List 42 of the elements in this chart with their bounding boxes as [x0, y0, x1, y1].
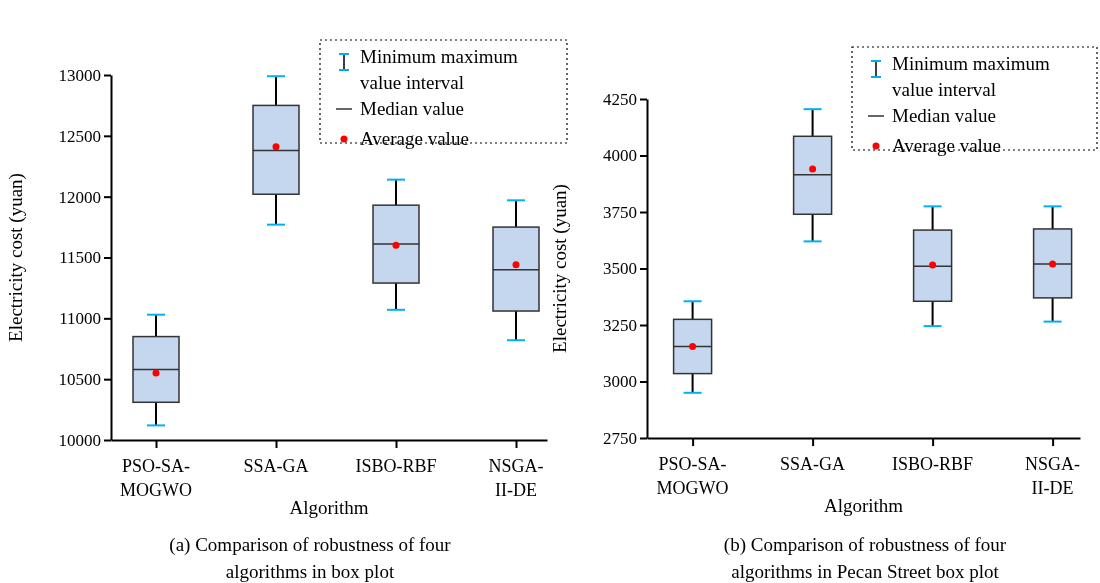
- y-tick-label: 12000: [58, 187, 101, 207]
- annotation: Minimum maximum value interval: [892, 53, 1051, 100]
- point: [392, 241, 400, 249]
- legend-label: Average value: [360, 128, 469, 149]
- y-axis-title: Electricity cost (yuan): [549, 184, 571, 353]
- x-tick-label: ISBO-RBF: [355, 456, 437, 476]
- y-tick-label: 4250: [603, 89, 637, 109]
- x-tick-label: SSA-GA: [780, 454, 846, 474]
- x-tick-label: ISBO-RBF: [892, 454, 974, 474]
- text: (a) Comparison of robustness of four algorithms in box plot: [169, 534, 452, 582]
- x-tick-label: SSA-GA: [243, 456, 309, 476]
- y-tick-label: 12500: [58, 126, 101, 146]
- y-tick-label: 11500: [59, 248, 101, 268]
- x-tick-label: NSGA-II-DE: [1025, 454, 1081, 498]
- text: (b) Comparison of robustness of four algorithms in Pecan Street box plot: [723, 534, 1007, 582]
- y-tick-label: 3000: [603, 372, 637, 392]
- annotation: Median value: [892, 105, 996, 126]
- point: [152, 369, 160, 377]
- legend-label: Average value: [892, 135, 1001, 156]
- x-axis-title: Algorithm: [823, 495, 904, 516]
- point: [1049, 260, 1057, 268]
- y-tick-label: 13000: [58, 65, 101, 85]
- x-tick-label: PSO-SA-MOGWO: [120, 456, 192, 500]
- x-tick-label: PSO-SA-MOGWO: [656, 454, 729, 498]
- point: [272, 143, 280, 151]
- y-tick-label: 3500: [603, 259, 637, 279]
- y-tick-label: 4000: [603, 146, 637, 166]
- point: [512, 261, 520, 269]
- annotation: Median value: [360, 98, 464, 119]
- y-axis-title: Electricity cost (yuan): [5, 173, 27, 342]
- x-axis-title: Algorithm: [289, 497, 369, 518]
- y-tick-label: 3250: [603, 315, 637, 335]
- y-tick-label: 10500: [58, 370, 101, 390]
- x-tick-label: NSGA-II-DE: [488, 456, 544, 500]
- y-tick-label: 10000: [58, 430, 101, 450]
- y-tick-label: 11000: [59, 309, 101, 329]
- point: [689, 342, 697, 350]
- point: [929, 261, 937, 269]
- y-tick-label: 3750: [603, 202, 637, 222]
- annotation: Minimum maximum value interval: [360, 46, 519, 93]
- y-tick-label: 2750: [603, 428, 637, 448]
- point: [809, 165, 817, 173]
